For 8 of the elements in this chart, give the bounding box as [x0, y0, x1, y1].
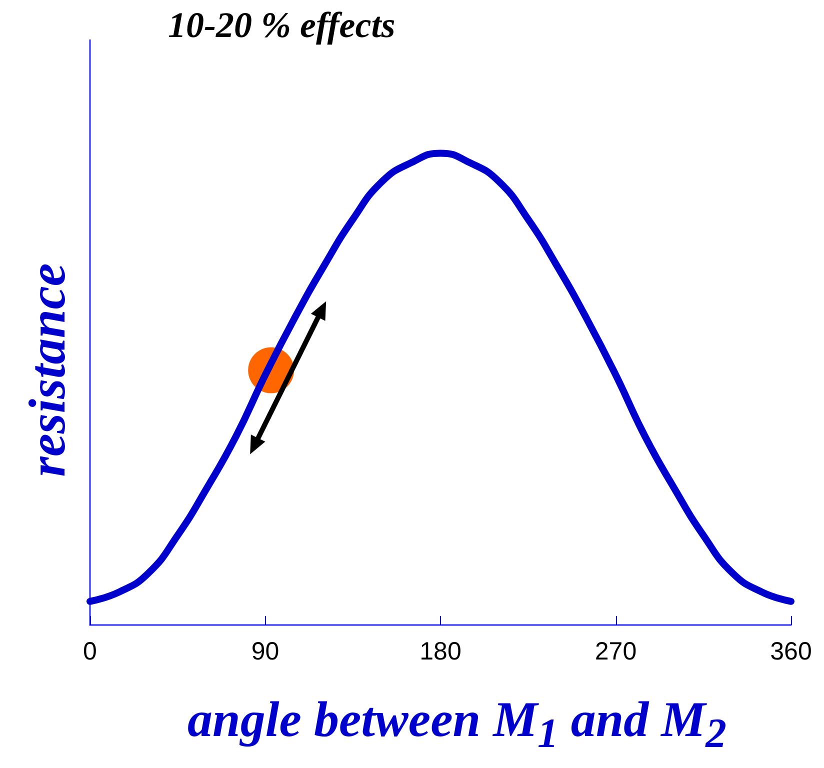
y-axis-title: resistance [18, 263, 78, 477]
x-tick-label: 90 [251, 638, 280, 666]
x-tick-label: 270 [594, 638, 637, 666]
x-tick-label: 180 [420, 638, 462, 666]
x-tick-label: 360 [770, 638, 812, 666]
x-tick-label: 0 [83, 638, 97, 666]
x-axis-title: angle between M$_{1}$ and M$_{2}$ [186, 690, 728, 758]
chart-title: 10-20 % effects [168, 4, 396, 46]
